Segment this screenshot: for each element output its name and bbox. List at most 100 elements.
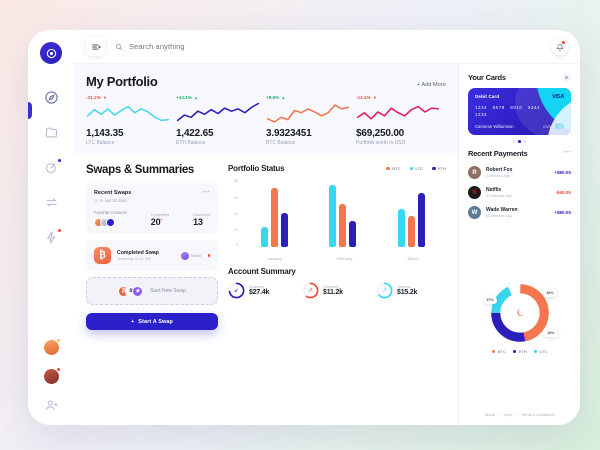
footer-link-about[interactable]: About (484, 413, 495, 417)
completed-swap-date: Yesterday 11:47 PM (117, 256, 151, 261)
avatar[interactable] (43, 367, 61, 384)
start-new-swap-label: Start New Swap (150, 288, 186, 294)
payments-menu-icon[interactable]: ••• (563, 150, 571, 156)
card-cvv: CVV (543, 123, 564, 129)
card-type-label: Debit Card (475, 94, 500, 99)
completed-swap-card[interactable]: ₿ Completed Swap Yesterday 11:47 PM Stel… (86, 240, 218, 271)
recent-swaps-card[interactable]: Recent Swaps In last 30 days ••• (86, 183, 218, 234)
bar-eth (280, 212, 288, 247)
legend-item: ETH (512, 349, 527, 354)
payment-amount: +$60.00 (554, 170, 571, 175)
page-title: My Portfolio (86, 74, 158, 89)
legend-item: BTC (491, 349, 506, 354)
footer-link-terms[interactable]: Terms & Conditions (521, 413, 555, 417)
chart-legend: BTC LTC ETH (386, 166, 446, 171)
portfolio-card[interactable]: -12.4% ▼ $69,250.00 Portfolio worth in US… (356, 95, 446, 146)
recent-payments-title: Recent Payments (468, 148, 528, 158)
bitcoin-icon: ₿ (94, 247, 111, 264)
main-area: My Portfolio + Add More -21.2%▼ (74, 30, 580, 425)
completed-swap-title: Completed Swap (117, 249, 159, 256)
cards-options-icon[interactable] (562, 73, 571, 82)
portfolio-card[interactable]: +43.1% ▲ 1,422.65 ETH Balance (176, 95, 266, 146)
carousel-dot (518, 140, 521, 143)
portfolio-card[interactable]: -21.2% ▼ 1,143.35 LTC Balance (86, 95, 176, 146)
arrow-up-right-icon: ↗ (307, 288, 314, 294)
your-cards-title: Your Cards (468, 73, 506, 82)
bar-eth (349, 221, 357, 247)
bar-btc (408, 215, 416, 247)
sidebar-item-flash[interactable] (44, 229, 61, 245)
balance-value: 1,143.35 (86, 128, 124, 139)
carousel-dot (523, 140, 527, 143)
arrow-down-left-icon: ↙ (233, 288, 240, 294)
x-axis: January February March (267, 256, 419, 261)
add-user-icon[interactable] (44, 398, 59, 413)
content-body: My Portfolio + Add More -21.2% ▼ (74, 64, 580, 425)
y-axis: 80 60 40 20 0 (234, 179, 238, 248)
start-a-swap-button[interactable]: + Start A Swap (86, 313, 218, 330)
avatar: N (468, 186, 481, 199)
bank-card[interactable]: Debit Card VISA 1234 5678 9010 3344 1234… (468, 88, 571, 135)
bar-chart: 80 60 40 20 0 (228, 178, 446, 256)
list-item[interactable]: R Robert Fox 2 Minutes Ago +$60.00 (468, 163, 571, 183)
bar-ltc (398, 209, 406, 247)
balance-label: BTC Balance (266, 140, 296, 146)
search-input[interactable] (129, 42, 289, 51)
sidebar-item-target[interactable] (44, 159, 61, 175)
avatar[interactable] (43, 338, 61, 355)
notification-bell-icon[interactable] (551, 38, 568, 55)
bar-ltc (260, 227, 268, 247)
change-badge: +43.1% ▲ (176, 94, 199, 100)
recent-swaps-subtitle: In last 30 days (94, 198, 131, 203)
balance-label: ETH Balance (176, 140, 206, 146)
right-panel: Your Cards Debit Card VISA 1234 5678 (458, 64, 580, 425)
favorite-avatars[interactable] (94, 218, 127, 227)
account-summary-item[interactable]: ↗ Outgoing $11.2k (302, 282, 372, 299)
start-new-swap-dropzone[interactable]: ₿ ⇅ ◈ Start New Swap (86, 277, 218, 305)
bar-group (260, 178, 288, 247)
change-badge: -21.2% ▼ (86, 94, 107, 100)
card-number: 1234 5678 9010 3344 1234 (475, 104, 541, 117)
sidebar-item-folder[interactable] (44, 125, 59, 140)
bar-btc (270, 188, 278, 247)
stellar-tag: Stellar (180, 251, 202, 260)
allocation-chart: 47% 28% 18% BTC ETH LTC (468, 227, 571, 409)
coin-icons: ₿ ⇅ ◈ (118, 285, 144, 297)
card-menu-icon[interactable]: ••• (202, 190, 210, 196)
balance-value: $69,250.00 (356, 128, 405, 139)
app-logo[interactable] (40, 42, 62, 64)
menu-toggle-icon[interactable] (86, 37, 105, 56)
section-title: Swaps & Summaries (86, 164, 195, 176)
sidebar-item-compass[interactable] (44, 90, 59, 105)
donut-label: 47% (483, 296, 497, 304)
payment-amount: -$60.00 (555, 190, 571, 195)
bar-btc (339, 203, 347, 247)
sidebar-nav (44, 90, 61, 340)
stellar-icon: ◈ (132, 285, 144, 297)
list-item[interactable]: N Netflix 41 Minutes Ago -$60.00 (468, 183, 571, 203)
list-item[interactable]: W Wade Warren 52 Minutes Ago +$60.00 (468, 203, 571, 223)
footer-link-help[interactable]: Help (504, 413, 512, 417)
card-carousel-dots[interactable] (468, 140, 571, 143)
bar-group (329, 178, 357, 247)
payments-list: R Robert Fox 2 Minutes Ago +$60.00 N Net… (468, 163, 571, 223)
calendar-icon (94, 199, 98, 203)
card-holder: Cameron Williamson (475, 124, 514, 129)
stellar-icon (180, 251, 189, 260)
swaps-column: Swaps & Summaries Recent Swaps In last 3… (86, 164, 218, 415)
sparkline-chart (356, 102, 440, 125)
sparkline-chart (86, 102, 170, 125)
account-summary-item[interactable]: ↗ Savings $15.2k (376, 282, 446, 299)
carousel-dot (512, 140, 516, 143)
account-summary-item[interactable]: ↙ Incoming $27.4k (228, 282, 298, 299)
top-bar (74, 30, 580, 64)
favorites-label: Favorite Contacts (94, 210, 127, 215)
portfolio-cards: -21.2% ▼ 1,143.35 LTC Balance (86, 95, 446, 146)
portfolio-card[interactable]: +8.9% ▲ 3.9323451 BTC Balance (266, 95, 356, 146)
account-summary-row: ↙ Incoming $27.4k (228, 282, 446, 299)
sparkline-chart (176, 102, 260, 125)
add-more-button[interactable]: + Add More (416, 82, 446, 88)
bar-ltc (329, 184, 337, 247)
search-bar[interactable] (115, 42, 541, 51)
sidebar-item-transfer[interactable] (44, 195, 59, 210)
